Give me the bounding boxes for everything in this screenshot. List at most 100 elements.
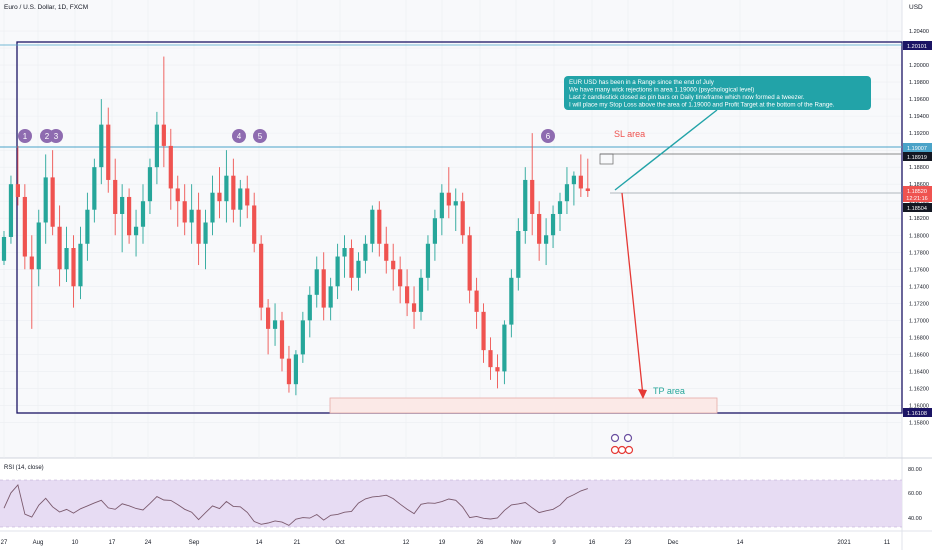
callout-pointer [614,109,718,191]
price-scale-background [902,0,932,458]
candle-body [398,269,403,287]
badge-range-bottom [903,408,932,417]
candle-body [217,192,222,202]
y-tick-label: 1.18800 [909,165,929,171]
candle-body [342,248,347,257]
candle-body [439,192,444,219]
x-tick-label: 26 [477,540,484,546]
candle-body [523,179,528,231]
candle-body [43,177,48,223]
candle-body [384,243,389,261]
candle-body [175,188,180,202]
candle-body [460,201,465,236]
marker-1[interactable]: 1 [18,129,32,143]
rsi-tick-80: 80.00 [908,467,922,473]
candle-body [557,201,563,214]
event-icon[interactable] [610,445,620,455]
y-tick-label: 1.17600 [909,267,929,273]
event-icon[interactable] [617,445,627,455]
candles [1,56,590,396]
annotation-line-4: I will place my Stop Loss above the area… [569,102,835,109]
y-tick-label: 1.17000 [909,318,929,324]
candle-body [272,320,278,329]
candle-body [502,324,507,372]
badge-range-top-text: 1.20101 [907,44,927,50]
badge-level-sl-text: 1.18919 [907,155,927,161]
marker-6-label: 6 [546,132,551,141]
candle-body [446,192,451,206]
candle-body [425,243,431,278]
x-tick-label: 2021 [837,540,851,546]
candle-body [259,243,264,308]
event-icon[interactable] [624,445,634,455]
y-tick-label: 1.15800 [909,420,929,426]
candle-body [585,188,590,192]
y-tick-label: 1.20000 [909,63,929,69]
x-tick-label: Oct [335,540,345,546]
candle-body [495,367,500,372]
rsi-line [3,483,588,526]
event-icon[interactable] [610,433,620,443]
rsi-title: RSI (14, close) [4,465,44,471]
candle-body [113,179,118,214]
candle-body [182,201,187,223]
y-tick-label: 1.17800 [909,250,929,256]
x-tick-label: 23 [625,540,632,546]
marker-4[interactable]: 4 [232,129,246,143]
tp-area-box[interactable] [329,397,718,414]
candle-body [509,277,514,325]
candle-body [335,256,340,287]
candle-body [106,124,111,180]
candle-body [57,226,62,270]
badge-last-price-text: 1.18520 [907,189,927,195]
candle-body [363,243,368,261]
currency-label: USD [909,4,923,11]
candle-body [307,294,312,321]
y-tick-label: 1.18600 [909,182,929,188]
x-tick-label: 14 [737,540,744,546]
y-tick-label: 1.16200 [909,386,929,392]
candle-body [314,269,319,295]
badge-level-upper [903,143,932,152]
candle-body [78,243,83,287]
candle-body [231,175,236,210]
y-tick-label: 1.18200 [909,216,929,222]
candle-body [203,222,208,244]
candle-body [279,320,285,359]
candle-body [467,235,472,291]
y-tick-label: 1.16400 [909,369,929,375]
badge-range-top [903,41,932,50]
projection-arrow-line [621,192,644,397]
x-tick-label: 9 [552,540,556,546]
marker-5[interactable]: 5 [253,129,267,143]
candle-body [71,248,76,287]
rsi-tick-40: 40.00 [908,516,922,522]
marker-6[interactable]: 6 [541,129,555,143]
x-tick-label: 17 [109,540,116,546]
time-axis-ticks: 27 Aug 10 17 24 Sep 14 21 Oct 12 19 26 Nov 9 16 23 Dec 14… [1,540,891,546]
candle-body [266,307,271,329]
candle-body [578,175,583,189]
candle-body [154,124,159,168]
candle-body [161,124,166,146]
candle-body [537,213,542,244]
annotation-line-3: Last 2 candlestick closed as pin bars on… [569,94,805,101]
x-tick-label: Aug [33,540,44,546]
event-icons[interactable] [610,433,634,455]
candle-body [196,209,201,244]
candle-body [488,350,493,368]
x-tick-label: 27 [1,540,8,546]
x-tick-label: Sep [189,540,200,546]
candle-body [516,231,521,278]
y-tick-label: 1.16000 [909,403,929,409]
projection-arrow-head [638,389,647,399]
event-icon[interactable] [623,433,633,443]
candle-body [133,226,139,236]
marker-3[interactable]: 3 [49,129,63,143]
y-tick-label: 1.19600 [909,97,929,103]
badge-countdown-text: 12:21:16 [906,196,927,202]
y-tick-label: 1.19800 [909,80,929,86]
annotation-callout[interactable] [564,76,871,110]
grid-lines [0,0,902,458]
